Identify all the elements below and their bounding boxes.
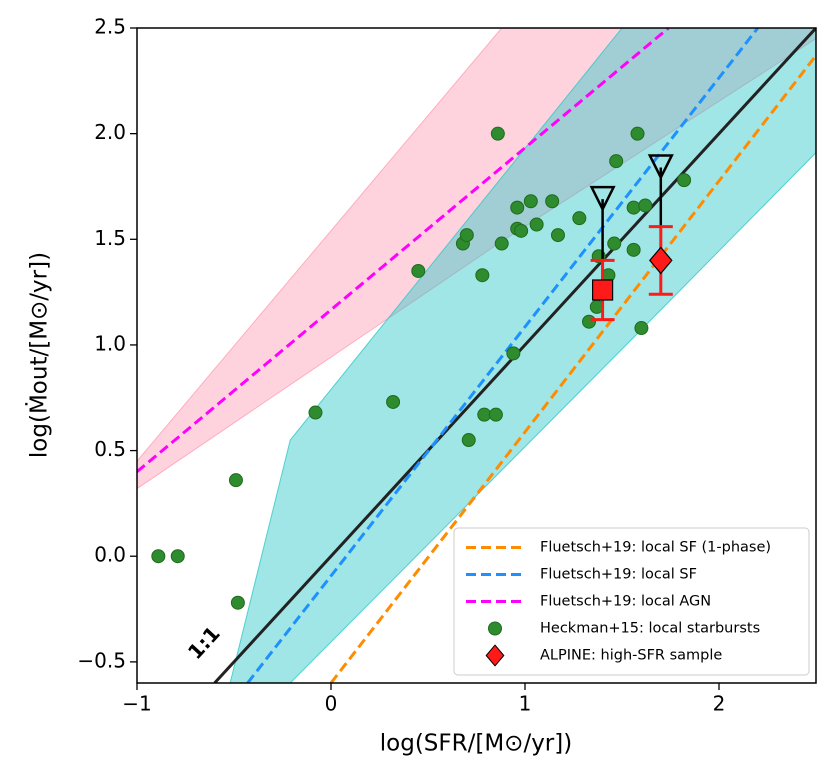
- y-tick-label: 1.5: [94, 226, 126, 250]
- legend-label: Fluetsch+19: local SF (1-phase): [540, 540, 771, 556]
- model-line: [137, 28, 670, 473]
- legend-label: Fluetsch+19: local SF: [540, 567, 697, 583]
- model-line: [246, 28, 759, 683]
- data-point: [459, 228, 474, 243]
- data-point: [626, 200, 641, 215]
- y-tick-label: 2.5: [94, 15, 126, 39]
- data-point: [151, 549, 166, 564]
- data-point: [626, 242, 641, 257]
- data-point: [529, 217, 544, 232]
- data-point: [607, 236, 622, 251]
- data-point: [170, 549, 185, 564]
- x-tick-label: 0: [325, 692, 338, 716]
- legend-label: Heckman+15: local starbursts: [540, 621, 760, 637]
- y-axis-label: log(Ṁout/[M⊙/yr]): [25, 252, 53, 458]
- data-point: [228, 473, 243, 488]
- data-point: [308, 405, 323, 420]
- data-point: [630, 126, 645, 141]
- model-line: [329, 54, 816, 683]
- data-point: [506, 346, 521, 361]
- uncertainty-band: [229, 28, 816, 683]
- data-point: [490, 126, 505, 141]
- legend-swatch: [485, 644, 505, 667]
- data-point: [494, 236, 509, 251]
- y-tick-label: 0.5: [94, 437, 126, 461]
- data-point: [572, 211, 587, 226]
- x-tick-label: 2: [713, 692, 726, 716]
- legend-box: [453, 527, 810, 676]
- data-point: [488, 407, 503, 422]
- data-point: [461, 433, 476, 448]
- y-tick-label: 2.0: [94, 120, 126, 144]
- y-tick-label: 1.0: [94, 331, 126, 355]
- legend-label: Fluetsch+19: local AGN: [540, 594, 711, 610]
- data-point: [514, 223, 529, 238]
- y-tick-label: −0.5: [77, 648, 126, 672]
- data-point: [638, 198, 653, 213]
- legend: Fluetsch+19: local SF (1-phase) Fluetsch+…: [453, 527, 810, 676]
- y-tick-label: 0.0: [94, 543, 126, 567]
- legend-swatch: [488, 621, 502, 636]
- legend-label: ALPINE: high-SFR sample: [540, 648, 722, 664]
- data-point: [634, 321, 649, 336]
- data-point: [677, 173, 692, 188]
- x-tick-label: −1: [122, 692, 151, 716]
- one-to-one-label: 1:1: [183, 621, 225, 664]
- uncertainty-band: [137, 28, 816, 490]
- data-point: [591, 279, 614, 301]
- plot-area: [137, 28, 816, 683]
- data-point: [609, 154, 624, 169]
- data-point: [550, 228, 565, 243]
- data-point: [510, 200, 525, 215]
- data-point: [649, 246, 673, 275]
- x-axis-label: log(SFR/[M⊙/yr]): [380, 731, 572, 757]
- x-tick-label: 1: [519, 692, 532, 716]
- upper-limit-marker: [589, 185, 616, 212]
- data-point: [545, 194, 560, 209]
- data-point: [475, 268, 490, 283]
- data-point: [523, 194, 538, 209]
- data-point: [582, 314, 597, 329]
- data-point: [386, 394, 401, 409]
- data-point: [230, 595, 245, 610]
- upper-limit-marker: [647, 154, 674, 181]
- data-point: [411, 263, 426, 278]
- axes-frame: [136, 27, 817, 684]
- data-point: [477, 407, 492, 422]
